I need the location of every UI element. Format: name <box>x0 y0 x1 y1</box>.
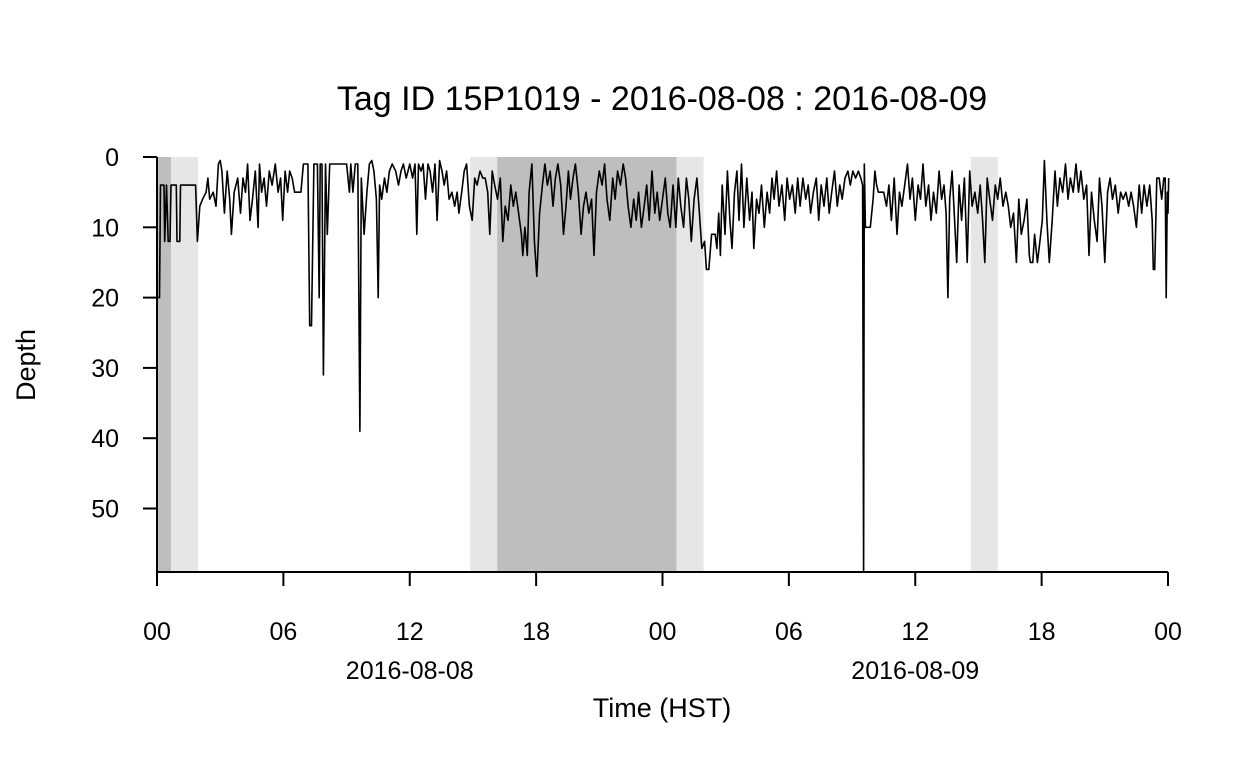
x-axis-label: Time (HST) <box>593 693 731 723</box>
twilight-shade-band-2 <box>470 157 498 572</box>
twilight-shade-band-5 <box>970 157 998 572</box>
y-tick-label-40: 40 <box>91 425 119 453</box>
x-tick-label-7: 18 <box>1028 618 1056 646</box>
x-tick-label-6: 12 <box>901 618 929 646</box>
day-night-shading <box>157 157 998 572</box>
x-tick-label-5: 06 <box>775 618 803 646</box>
y-tick-label-20: 20 <box>91 285 119 313</box>
y-tick-label-0: 0 <box>105 144 119 172</box>
date-label-0: 2016-08-08 <box>346 657 474 685</box>
x-tick-label-4: 00 <box>649 618 677 646</box>
depth-series-line-0 <box>157 159 1170 573</box>
y-axis-ticks: 0 10 20 30 40 50 <box>91 144 157 524</box>
x-tick-label-1: 06 <box>269 618 297 646</box>
date-label-1: 2016-08-09 <box>851 657 979 685</box>
twilight-shade-band-1 <box>171 157 199 572</box>
x-tick-label-0: 00 <box>143 618 171 646</box>
y-tick-label-30: 30 <box>91 355 119 383</box>
x-tick-label-3: 18 <box>522 618 550 646</box>
depth-series <box>157 159 1170 573</box>
y-axis-label: Depth <box>11 329 41 401</box>
chart-title: Tag ID 15P1019 - 2016-08-08 : 2016-08-09 <box>337 80 987 118</box>
y-tick-label-10: 10 <box>91 214 119 242</box>
x-tick-label-8: 00 <box>1154 618 1182 646</box>
y-tick-label-50: 50 <box>91 496 119 524</box>
x-axis-date-labels: 2016-08-08 2016-08-09 <box>346 657 979 685</box>
x-tick-label-2: 12 <box>396 618 424 646</box>
x-axis-ticks: 00 06 12 18 00 06 12 18 00 <box>143 572 1182 646</box>
night-shade-band-3 <box>497 157 677 572</box>
